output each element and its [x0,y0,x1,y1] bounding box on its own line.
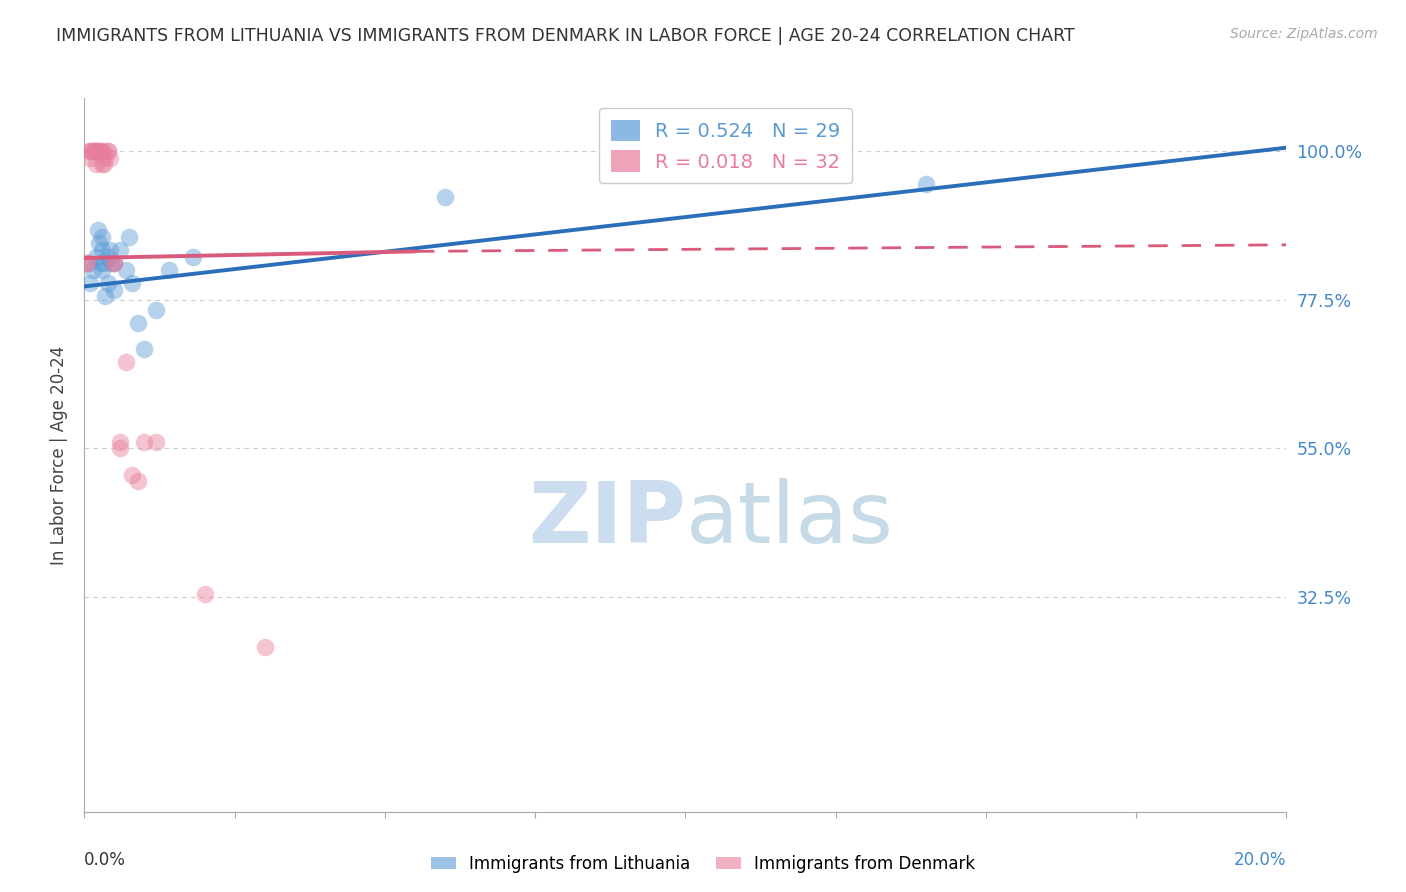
Text: 20.0%: 20.0% [1234,851,1286,869]
Point [253,640,276,654]
Point [91,157,114,171]
Point [121,467,143,482]
Point [110,434,132,449]
Point [77,256,100,270]
Point [127,475,149,489]
Point [103,256,125,270]
Point [103,256,125,270]
Point [103,256,125,270]
Legend: R = 0.524   N = 29, R = 0.018   N = 32: R = 0.524 N = 29, R = 0.018 N = 32 [599,108,852,183]
Point [115,355,138,369]
Point [121,276,143,290]
Point [434,190,457,204]
Point [97,144,120,158]
Point [77,144,100,158]
Point [134,434,156,449]
Point [79,151,101,165]
Y-axis label: In Labor Force | Age 20-24: In Labor Force | Age 20-24 [51,345,69,565]
Point [75,256,97,270]
Point [93,256,115,270]
Point [127,316,149,330]
Point [98,151,121,165]
Point [86,144,108,158]
Point [915,177,938,191]
Point [94,151,117,165]
Point [103,283,125,297]
Point [82,263,104,277]
Text: IMMIGRANTS FROM LITHUANIA VS IMMIGRANTS FROM DENMARK IN LABOR FORCE | AGE 20-24 : IMMIGRANTS FROM LITHUANIA VS IMMIGRANTS … [56,27,1076,45]
Point [79,276,101,290]
Point [110,243,132,257]
Point [145,302,167,317]
Point [91,230,114,244]
Point [79,144,101,158]
Point [100,256,122,270]
Point [194,587,217,601]
Point [98,243,121,257]
Point [118,230,141,244]
Point [86,223,108,237]
Point [76,256,98,270]
Point [97,276,120,290]
Text: 0.0%: 0.0% [84,851,127,869]
Text: Source: ZipAtlas.com: Source: ZipAtlas.com [1230,27,1378,41]
Point [86,157,108,171]
Point [86,144,108,158]
Point [89,236,111,251]
Point [94,289,117,303]
Point [91,243,114,257]
Point [110,442,132,456]
Point [82,144,104,158]
Point [97,250,120,264]
Point [84,144,107,158]
Point [115,263,138,277]
Text: ZIP: ZIP [527,477,686,561]
Point [134,342,156,356]
Point [91,144,114,158]
Text: atlas: atlas [686,477,893,561]
Point [181,250,204,264]
Point [89,144,111,158]
Point [91,263,114,277]
Point [145,434,167,449]
Point [90,256,112,270]
Point [93,157,115,171]
Point [157,263,180,277]
Legend: Immigrants from Lithuania, Immigrants from Denmark: Immigrants from Lithuania, Immigrants fr… [425,848,981,880]
Point [97,144,120,158]
Point [91,144,114,158]
Point [80,144,103,158]
Point [86,250,108,264]
Point [86,144,108,158]
